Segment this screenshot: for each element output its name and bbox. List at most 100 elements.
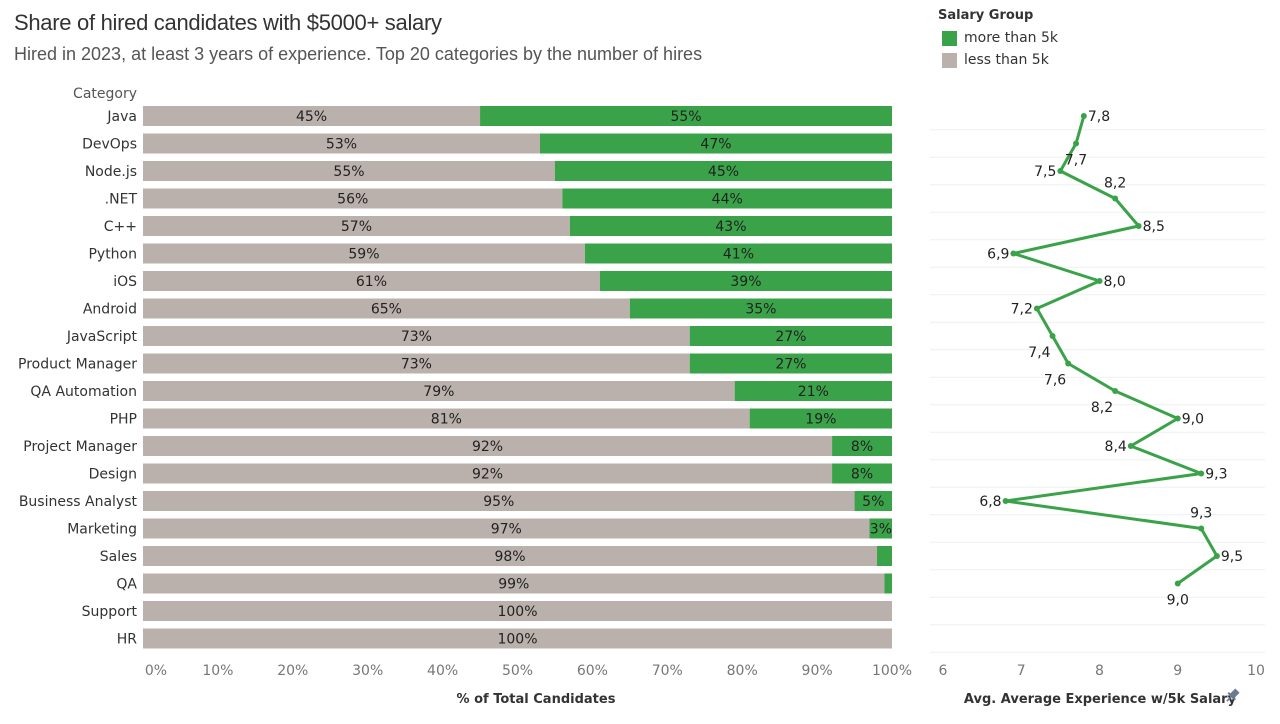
category-label: QA Automation — [30, 384, 137, 400]
line-point[interactable] — [1174, 415, 1181, 422]
bar-data-label: 73% — [401, 357, 432, 373]
bar-segment-less-than-5k[interactable] — [143, 243, 585, 264]
line-point[interactable] — [1135, 223, 1142, 229]
bar-segment-less-than-5k[interactable] — [143, 381, 735, 401]
legend-item-less-than-5k[interactable]: less than 5k — [938, 49, 1058, 71]
line-data-label: 6,9 — [987, 247, 1009, 263]
category-label: PHP — [110, 412, 137, 428]
pin-icon[interactable] — [1223, 687, 1241, 705]
category-label: Product Manager — [18, 357, 137, 373]
category-label: DevOps — [82, 137, 137, 153]
line-point[interactable] — [1198, 525, 1205, 532]
line-data-label: 7,6 — [1044, 373, 1066, 389]
bar-segment-more-than-5k[interactable] — [689, 326, 892, 346]
bar-data-label: 27% — [775, 357, 806, 373]
line-point[interactable] — [1127, 443, 1134, 449]
bar-segment-less-than-5k[interactable] — [143, 628, 892, 649]
bar-segment-more-than-5k[interactable] — [539, 133, 892, 154]
line-point[interactable] — [1096, 278, 1103, 284]
bar-data-label: 100% — [497, 604, 537, 620]
line-data-label: 8,4 — [1105, 439, 1127, 455]
row-header: Category — [73, 86, 137, 102]
bar-data-label: 27% — [775, 329, 806, 345]
line-point[interactable] — [1213, 553, 1220, 559]
x-tick-label: 90% — [802, 663, 833, 679]
bar-segment-less-than-5k[interactable] — [143, 436, 833, 456]
bar-segment-less-than-5k[interactable] — [143, 353, 690, 374]
bar-data-label: 57% — [341, 219, 372, 235]
line-point[interactable] — [1010, 250, 1017, 257]
bar-segment-less-than-5k[interactable] — [143, 298, 630, 319]
bar-segment-less-than-5k[interactable] — [143, 601, 892, 621]
bar-segment-more-than-5k[interactable] — [554, 161, 892, 181]
line-point[interactable] — [1065, 360, 1072, 367]
line-x-tick-label: 7 — [1017, 663, 1026, 679]
bar-segment-more-than-5k[interactable] — [584, 243, 892, 264]
bar-data-label: 61% — [356, 274, 387, 290]
bar-segment-less-than-5k[interactable] — [143, 491, 855, 511]
category-label: Support — [82, 604, 138, 620]
bar-data-label: 44% — [712, 192, 743, 208]
bar-segment-more-than-5k[interactable] — [749, 408, 892, 429]
chart-subtitle: Hired in 2023, at least 3 years of exper… — [14, 44, 703, 64]
bar-segment-less-than-5k[interactable] — [143, 216, 570, 236]
x-tick-label: 60% — [577, 663, 608, 679]
bar-segment-less-than-5k[interactable] — [143, 518, 870, 539]
bar-segment-less-than-5k[interactable] — [143, 106, 481, 126]
bar-segment-more-than-5k[interactable] — [854, 491, 892, 511]
bar-segment-more-than-5k[interactable] — [569, 216, 892, 236]
bar-segment-more-than-5k[interactable] — [832, 436, 892, 456]
line-point[interactable] — [1033, 305, 1040, 312]
line-data-label: 8,0 — [1104, 274, 1126, 290]
bar-segment-more-than-5k[interactable] — [562, 188, 892, 209]
bar-segment-less-than-5k[interactable] — [143, 573, 885, 594]
bar-data-label: 3% — [870, 522, 892, 538]
category-label: Python — [88, 247, 137, 263]
bar-segment-less-than-5k[interactable] — [143, 161, 555, 181]
bar-data-label: 79% — [423, 384, 454, 400]
bar-data-label: 39% — [730, 274, 761, 290]
bar-segment-less-than-5k[interactable] — [143, 463, 833, 484]
category-label: Android — [83, 302, 137, 318]
line-chart: 7,8 7,7 7,5 8,2 8,5 6,9 8,0 7,2 7,4 7,6 8,2 9,0 8,4 9… — [930, 109, 1265, 653]
bar-segment-less-than-5k[interactable] — [143, 133, 540, 154]
bar-segment-less-than-5k[interactable] — [143, 326, 690, 346]
line-x-tick-label: 9 — [1173, 663, 1182, 679]
bar-data-label: 5% — [862, 494, 884, 510]
bar-segment-more-than-5k[interactable] — [869, 518, 892, 539]
line-data-label: 7,8 — [1088, 109, 1110, 125]
bar-segment-more-than-5k[interactable] — [629, 298, 892, 319]
x-tick-label: 80% — [727, 663, 758, 679]
line-point[interactable] — [1080, 113, 1087, 119]
line-point[interactable] — [1002, 498, 1009, 504]
line-point[interactable] — [1112, 195, 1119, 202]
line-point[interactable] — [1057, 168, 1064, 174]
bar-data-label: 97% — [491, 522, 522, 538]
bar-segment-less-than-5k[interactable] — [143, 408, 750, 429]
legend-label: more than 5k — [964, 30, 1058, 46]
legend-item-more-than-5k[interactable]: more than 5k — [938, 27, 1058, 49]
bar-segment-less-than-5k[interactable] — [143, 546, 878, 566]
bar-segment-more-than-5k[interactable] — [832, 463, 892, 484]
line-point[interactable] — [1174, 580, 1181, 587]
line-data-label: 9,3 — [1205, 467, 1227, 483]
line-point[interactable] — [1112, 388, 1119, 394]
bar-segment-more-than-5k[interactable] — [480, 106, 892, 126]
bar-segment-less-than-5k[interactable] — [143, 271, 600, 291]
bar-data-label: 41% — [723, 247, 754, 263]
bar-segment-more-than-5k[interactable] — [689, 353, 892, 374]
bar-segment-less-than-5k[interactable] — [143, 188, 563, 209]
legend: Salary Group more than 5k less than 5k — [938, 8, 1058, 71]
bar-segment-more-than-5k[interactable] — [734, 381, 892, 401]
bar-segment-more-than-5k[interactable] — [884, 573, 892, 594]
bar-segment-more-than-5k[interactable] — [599, 271, 892, 291]
bar-data-label: 55% — [670, 109, 701, 125]
bar-segment-more-than-5k[interactable] — [877, 546, 892, 566]
bar-data-label: 35% — [745, 302, 776, 318]
line-point[interactable] — [1198, 470, 1205, 477]
line-point[interactable] — [1049, 333, 1056, 339]
experience-line — [1004, 115, 1219, 585]
category-label: JavaScript — [66, 329, 138, 345]
line-point[interactable] — [1073, 140, 1080, 147]
x-tick-label: 20% — [277, 663, 308, 679]
